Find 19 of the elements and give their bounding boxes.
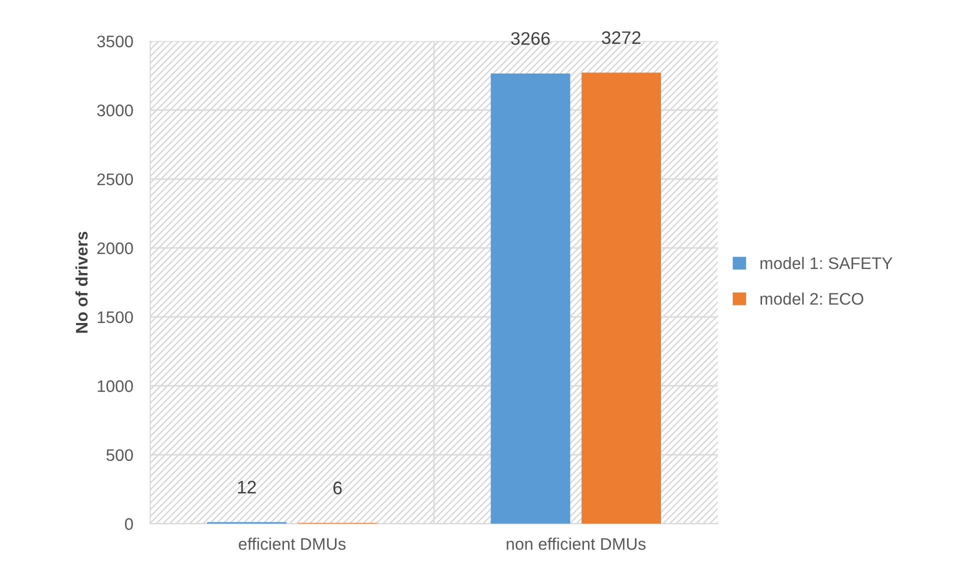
bar [490, 73, 570, 524]
data-label: 3272 [602, 31, 640, 44]
y-tick-label: 0 [124, 518, 133, 530]
x-tick-label: non efficient DMUs [506, 538, 646, 550]
y-tick-label: 1500 [98, 311, 133, 324]
y-tick-label: 3000 [97, 104, 133, 116]
y-tick-label: 3500 [97, 36, 133, 48]
x-tick-label: efficient DMUs [238, 538, 346, 550]
y-tick-label: 500 [106, 449, 133, 462]
data-label: 12 [238, 480, 256, 494]
legend-label: model 2: ECO [760, 292, 864, 305]
legend-label: model 1: SAFETY [760, 256, 892, 270]
y-tick-label: 1000 [98, 380, 133, 392]
data-label: 6 [333, 482, 342, 494]
y-axis-title: No of drivers [75, 232, 88, 333]
data-label: 3266 [511, 32, 550, 45]
y-tick-label: 2500 [97, 173, 133, 186]
bar [582, 72, 661, 524]
y-tick-label: 2000 [97, 242, 133, 254]
